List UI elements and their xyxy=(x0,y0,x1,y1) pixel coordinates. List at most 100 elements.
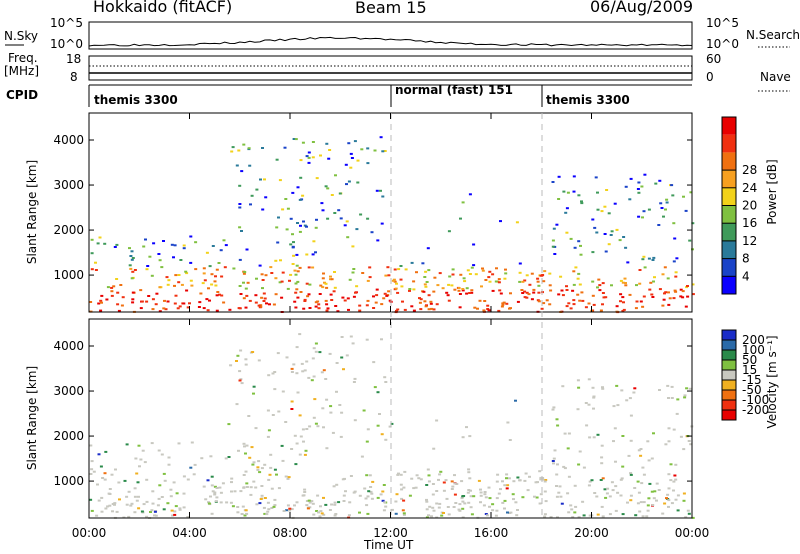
velocity-cell xyxy=(427,474,431,477)
velocity-cell xyxy=(463,502,467,505)
power-cell xyxy=(395,309,398,312)
velocity-cell xyxy=(666,384,670,387)
power-cell xyxy=(174,274,178,277)
velocity-cell xyxy=(298,453,302,456)
velocity-cell xyxy=(320,371,324,374)
velocity-cell xyxy=(428,505,432,508)
power-cell xyxy=(259,178,262,181)
power-cell xyxy=(198,301,202,304)
power-cell xyxy=(491,289,495,292)
velocity-cell xyxy=(577,516,581,519)
power-cell xyxy=(557,175,561,178)
velocity-cell xyxy=(293,434,297,437)
velocity-cell xyxy=(160,453,164,456)
colorbar-swatch xyxy=(722,223,736,241)
velocity-cell xyxy=(127,515,131,518)
velocity-cell xyxy=(582,466,586,469)
power-cell xyxy=(162,240,165,242)
power-cell xyxy=(348,278,352,281)
velocity-cell xyxy=(312,375,316,378)
power-cell xyxy=(302,220,305,223)
colorbar-swatch xyxy=(722,370,736,380)
velocity-cell xyxy=(255,503,259,506)
velocity-cell xyxy=(642,501,646,504)
power-cell xyxy=(296,222,299,224)
velocity-cell xyxy=(667,427,671,430)
velocity-cell xyxy=(543,513,547,516)
velocity-cell xyxy=(556,424,560,427)
power-cell xyxy=(501,303,505,306)
velocity-cell xyxy=(139,458,143,461)
power-cell xyxy=(450,284,454,287)
power-cell xyxy=(480,285,483,288)
power-cell xyxy=(671,194,675,197)
velocity-cell xyxy=(321,407,325,410)
power-cell xyxy=(322,272,325,275)
power-cell xyxy=(120,304,124,307)
power-cell xyxy=(113,246,117,248)
power-cell xyxy=(214,275,217,278)
velocity-cell xyxy=(458,503,462,506)
power-cell xyxy=(436,284,440,287)
velocity-cell xyxy=(470,513,474,516)
power-cell xyxy=(486,304,490,307)
power-cell xyxy=(260,273,264,276)
power-cell xyxy=(681,296,685,299)
velocity-cell xyxy=(539,476,543,479)
power-cell xyxy=(90,238,94,241)
velocity-cell xyxy=(665,497,668,500)
power-cell xyxy=(343,299,347,302)
velocity-cell xyxy=(453,493,457,496)
power-cell xyxy=(592,303,596,306)
ytick-label: 1000 xyxy=(53,268,84,282)
velocity-cell xyxy=(365,440,369,443)
velocity-cell xyxy=(305,360,309,363)
velocity-cell xyxy=(503,499,507,502)
power-cell xyxy=(478,299,482,302)
power-cell xyxy=(446,294,450,297)
velocity-cell xyxy=(252,461,256,464)
power-cell xyxy=(651,259,655,261)
power-cell xyxy=(100,294,104,297)
velocity-cell xyxy=(501,501,505,504)
velocity-cell xyxy=(273,371,277,373)
power-cell xyxy=(302,307,306,310)
power-cell xyxy=(277,216,280,219)
power-cell xyxy=(672,260,676,263)
velocity-cell xyxy=(192,473,196,476)
velocity-cell xyxy=(163,479,167,482)
velocity-cell xyxy=(288,507,292,510)
power-cell xyxy=(97,302,101,305)
power-cell xyxy=(281,208,285,211)
velocity-cell xyxy=(633,487,637,489)
power-cell xyxy=(131,291,135,294)
power-cell xyxy=(557,293,561,296)
velocity-cell xyxy=(655,499,658,502)
power-cell xyxy=(361,272,365,274)
title-left: Hokkaido (fitACF) xyxy=(93,0,233,16)
velocity-cell xyxy=(268,473,272,476)
velocity-cell xyxy=(117,481,121,484)
power-cell xyxy=(245,294,249,297)
power-cell xyxy=(637,181,641,184)
velocity-cell xyxy=(227,456,231,458)
velocity-cell xyxy=(686,509,690,512)
power-cell xyxy=(239,293,243,295)
velocity-cell xyxy=(483,493,487,496)
velocity-cell xyxy=(451,485,455,488)
velocity-cell xyxy=(145,478,149,481)
velocity-cell xyxy=(682,499,686,502)
power-cell xyxy=(504,272,508,275)
velocity-cell xyxy=(370,492,374,495)
power-cell xyxy=(131,257,135,259)
power-cell xyxy=(542,302,546,305)
power-cell xyxy=(250,194,254,197)
velocity-cell xyxy=(248,456,252,459)
velocity-cell xyxy=(171,514,175,517)
velocity-cell xyxy=(435,490,439,492)
velocity-cell xyxy=(366,512,370,515)
velocity-cell xyxy=(426,468,430,471)
power-cell xyxy=(339,217,343,220)
power-cell xyxy=(324,185,328,188)
velocity-heatmap-cells xyxy=(89,333,695,519)
